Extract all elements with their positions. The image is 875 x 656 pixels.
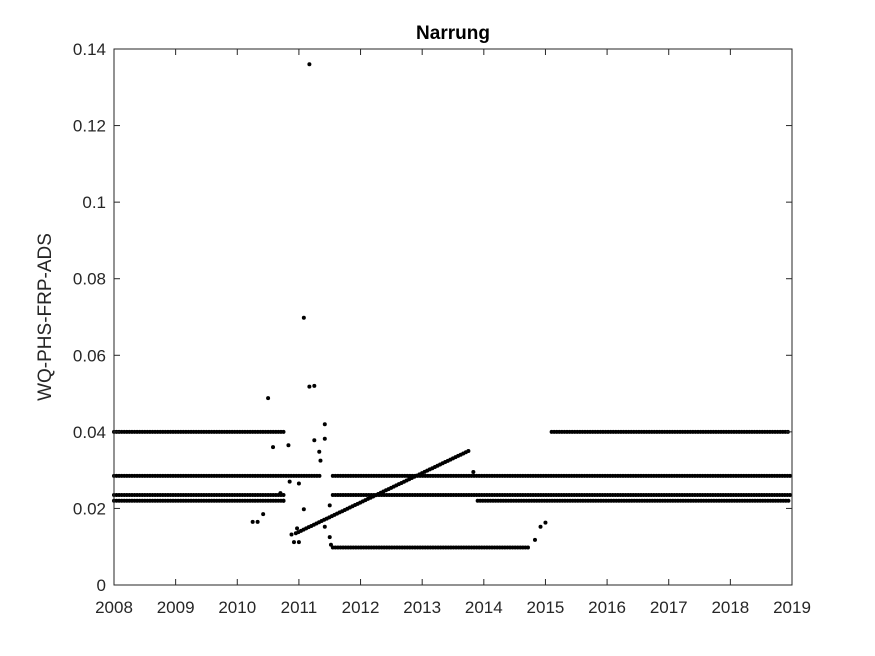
data-point [312,438,317,443]
data-point [328,542,333,547]
data-point [255,519,260,524]
y-tick-label: 0.1 [82,193,106,212]
y-axis-label: WQ-PHS-FRP-ADS [35,233,56,401]
data-point [301,507,306,512]
data-point [301,315,306,320]
data-point [786,498,791,503]
data-point [312,383,317,388]
x-tick-label: 2008 [95,598,133,617]
x-tick-label: 2019 [773,598,811,617]
data-point [471,470,476,475]
data-point [466,449,471,453]
x-tick-label: 2012 [342,598,380,617]
x-tick-label: 2014 [465,598,503,617]
data-point [322,436,327,441]
data-point [307,384,312,389]
y-tick-label: 0.06 [73,346,106,365]
x-tick-label: 2015 [527,598,565,617]
data-point [266,396,271,401]
data-point [543,520,548,525]
y-tick-label: 0 [97,576,106,595]
x-axis: 2008 2009 2010 2011 2012 2013 2014 2015 2016 2017… [95,49,811,617]
data-point [289,532,294,537]
data-point [787,473,792,478]
data-point [318,458,323,463]
data-point [525,545,530,550]
y-tick-label: 0.14 [73,40,106,59]
data-point [281,429,286,434]
data-point [250,519,255,524]
data-point [286,443,291,448]
data-point [327,535,332,540]
x-tick-label: 2017 [650,598,688,617]
y-tick-label: 0.12 [73,117,106,136]
data-point [281,498,286,503]
data-point [296,481,301,486]
data-point [287,479,292,484]
y-tick-label: 0.04 [73,423,106,442]
data-point [307,62,312,67]
data-point [278,491,283,496]
plot-area [114,49,792,585]
axes-box [113,48,793,586]
x-tick-label: 2010 [218,598,256,617]
data-point [538,524,543,529]
data-point [295,526,300,531]
data-point [281,493,286,498]
x-tick-label: 2011 [281,598,318,617]
chart-title: Narrung [416,23,490,44]
data-point [291,540,296,545]
y-tick-label: 0.02 [73,499,106,518]
x-tick-label: 2018 [711,598,749,617]
data-point [296,540,301,545]
data-point [317,449,322,454]
data-point [271,445,276,450]
x-tick-label: 2013 [403,598,441,617]
y-tick-label: 0.08 [73,270,106,289]
x-tick-label: 2009 [157,598,195,617]
data-point [261,512,266,517]
data-point [322,524,327,529]
y-axis: 0 0.02 0.04 0.06 0.08 0.1 0.12 0.14 [73,40,792,595]
x-tick-label: 2016 [588,598,626,617]
data-point [787,493,792,498]
data-point [317,473,322,478]
data-points [112,62,792,550]
data-point [532,537,537,542]
data-point [322,422,327,427]
data-point [327,503,332,508]
